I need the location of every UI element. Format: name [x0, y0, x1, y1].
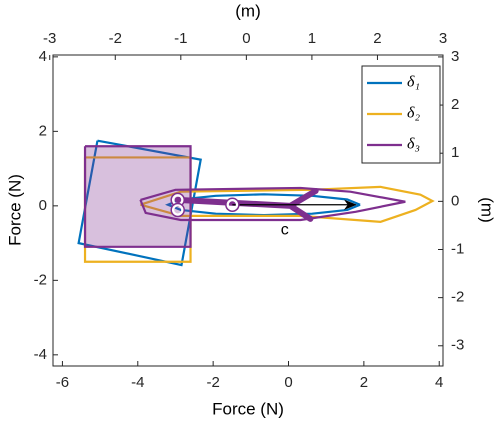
y2-tick-label: -2	[451, 289, 464, 306]
series-shape	[83, 145, 192, 248]
y2-tick-label: -1	[451, 240, 464, 257]
plot-box	[52, 54, 444, 367]
series-shape	[139, 186, 406, 222]
y-axis-label: Force (N)	[5, 174, 24, 246]
x2-tick-label: 2	[373, 30, 381, 47]
y-tick-label: 2	[39, 122, 47, 139]
x-tick-label: 2	[360, 374, 368, 391]
x-tick-label: -6	[56, 374, 69, 391]
x-tick-label: 4	[435, 374, 443, 391]
y2-tick-label: 2	[451, 96, 459, 113]
x2-tick-label: -3	[43, 30, 56, 47]
x2-tick-label: -1	[174, 30, 187, 47]
y-tick-label: 0	[39, 197, 47, 214]
y2-tick-label: 1	[451, 144, 459, 161]
y-tick-label: -2	[34, 271, 47, 288]
y2-tick-label: 0	[451, 192, 459, 209]
legend-label: δ₂	[407, 105, 420, 122]
y2-tick-label: 3	[451, 48, 459, 65]
legend-label: δ₃	[407, 136, 420, 153]
x-tick-label: -4	[131, 374, 144, 391]
x-tick-label: -2	[206, 374, 219, 391]
legend-label: δ₁	[407, 74, 420, 91]
x2-tick-label: 3	[439, 30, 447, 47]
x2-tick-label: 1	[308, 30, 316, 47]
marker	[225, 197, 240, 212]
marker	[170, 202, 185, 218]
marker	[171, 203, 185, 217]
x2-axis-label: (m)	[235, 1, 260, 20]
x-tick-label: 0	[284, 374, 292, 391]
x2-tick-label: 0	[242, 30, 250, 47]
annotation: c	[281, 222, 289, 239]
y2-axis-label: (m)	[478, 197, 497, 222]
force-path	[174, 187, 319, 222]
series-shape	[140, 185, 435, 223]
x-axis-label: Force (N)	[212, 399, 284, 418]
y-tick-label: 4	[39, 48, 47, 65]
marker	[225, 198, 239, 212]
y-tick-label: -4	[34, 346, 47, 363]
x2-tick-label: -2	[109, 30, 122, 47]
y2-tick-label: -3	[451, 337, 464, 354]
